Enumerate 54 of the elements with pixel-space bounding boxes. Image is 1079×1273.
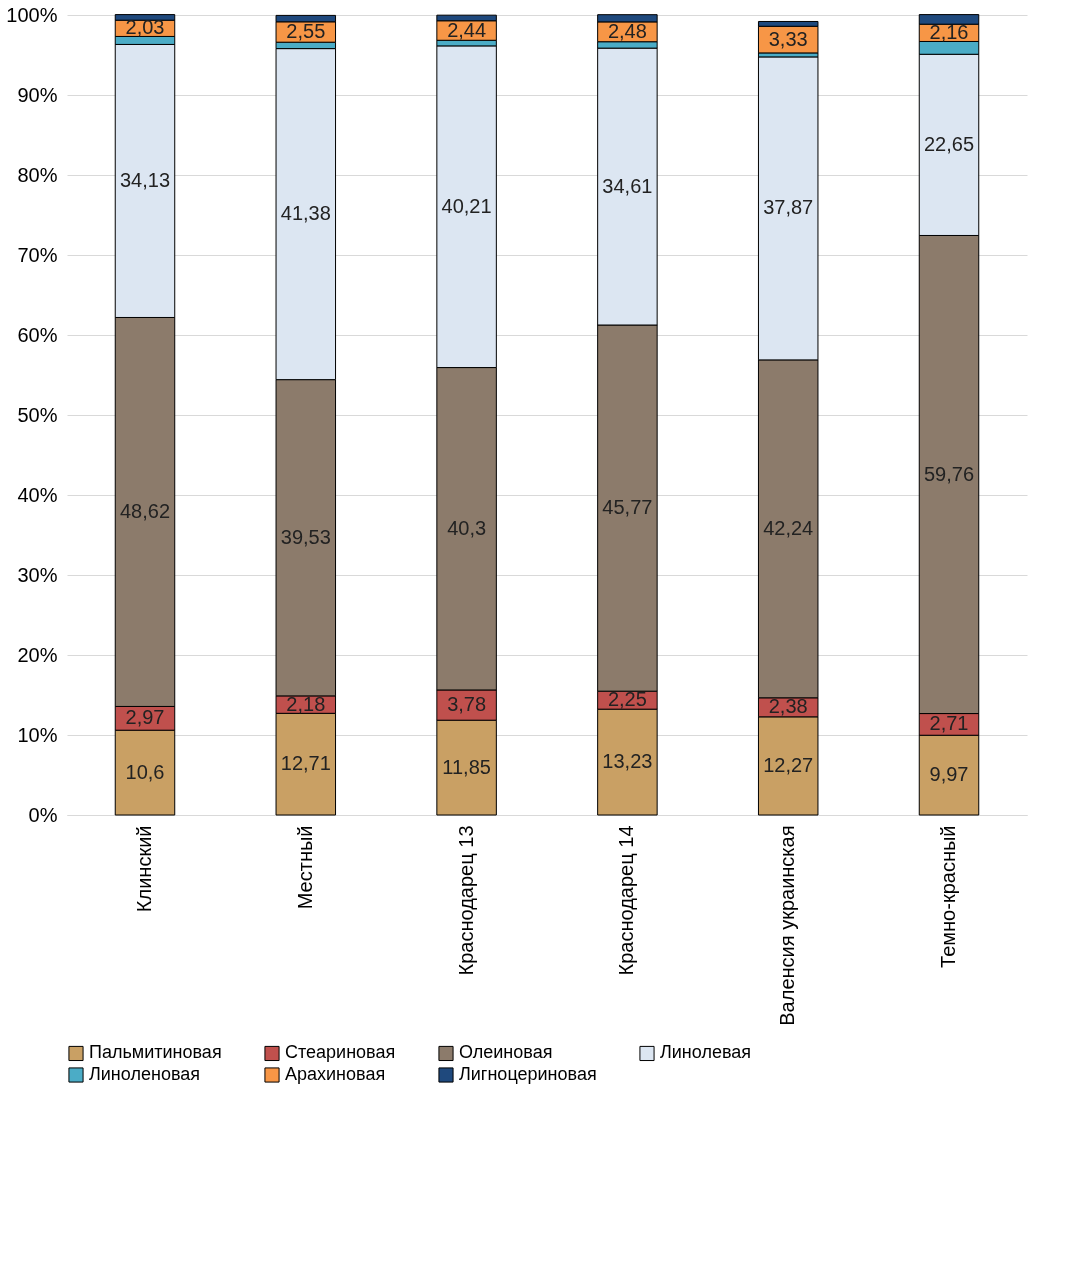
legend-label: Линоленовая: [89, 1064, 201, 1084]
data-label: 34,61: [602, 174, 653, 197]
data-label: 2,48: [607, 19, 647, 42]
data-label: 12,27: [763, 753, 814, 776]
data-label: 3,33: [768, 27, 808, 50]
y-tick-label: 30%: [17, 563, 58, 586]
legend-label: Арахиновая: [285, 1064, 386, 1084]
legend-label: Стеариновая: [285, 1042, 396, 1063]
data-label: 2,18: [286, 692, 326, 715]
data-label: 2,97: [125, 706, 165, 729]
x-tick-label: Местный: [293, 825, 316, 910]
y-tick-label: 40%: [17, 483, 58, 506]
data-label: 41,38: [280, 202, 331, 225]
data-label: 22,65: [923, 132, 975, 155]
legend-label: Пальмитиновая: [89, 1042, 222, 1063]
legend-label: Лигноцериновая: [459, 1064, 597, 1084]
data-label: 2,71: [929, 712, 969, 735]
y-tick-label: 60%: [17, 323, 58, 346]
data-label: 12,71: [280, 752, 331, 775]
data-label: 59,76: [923, 462, 975, 485]
x-tick-label: Краснодарец 14: [615, 825, 638, 976]
data-label: 2,44: [447, 18, 487, 41]
y-tick-label: 10%: [17, 723, 58, 746]
y-tick-label: 20%: [17, 643, 58, 666]
data-label: 11,85: [442, 755, 491, 778]
data-label: 37,87: [763, 196, 814, 219]
legend-label: Линолевая: [660, 1042, 752, 1063]
data-label: 2,38: [768, 695, 808, 718]
data-label: 48,62: [119, 499, 171, 522]
legend-label: Олеиновая: [459, 1042, 553, 1063]
x-tick-label: Краснодарец 13: [454, 825, 477, 976]
data-label: 45,77: [602, 496, 653, 519]
data-label: 2,25: [607, 688, 647, 711]
data-label: 39,53: [280, 525, 331, 548]
y-tick-label: 70%: [17, 243, 58, 266]
data-label: 10,6: [125, 760, 165, 783]
data-label: 34,13: [119, 168, 171, 191]
data-label: 2,55: [286, 20, 326, 42]
data-label: 40,3: [447, 516, 487, 539]
data-label: 2,03: [125, 16, 165, 39]
y-tick-label: 100%: [6, 3, 58, 26]
y-tick-label: 0%: [28, 803, 58, 826]
y-tick-label: 50%: [17, 403, 58, 426]
data-label: 40,21: [441, 194, 492, 217]
y-tick-label: 80%: [17, 163, 58, 186]
data-label: 9,97: [929, 763, 969, 786]
data-label: 42,24: [763, 516, 814, 539]
x-tick-label: Валенсия украинская: [776, 825, 799, 1026]
x-tick-label: Темно-красный: [937, 825, 960, 968]
data-label: 2,16: [929, 20, 969, 43]
data-label: 3,78: [447, 693, 487, 716]
x-tick-label: Клинский: [132, 825, 155, 913]
data-label: 13,23: [602, 750, 653, 773]
y-tick-label: 90%: [17, 83, 58, 106]
